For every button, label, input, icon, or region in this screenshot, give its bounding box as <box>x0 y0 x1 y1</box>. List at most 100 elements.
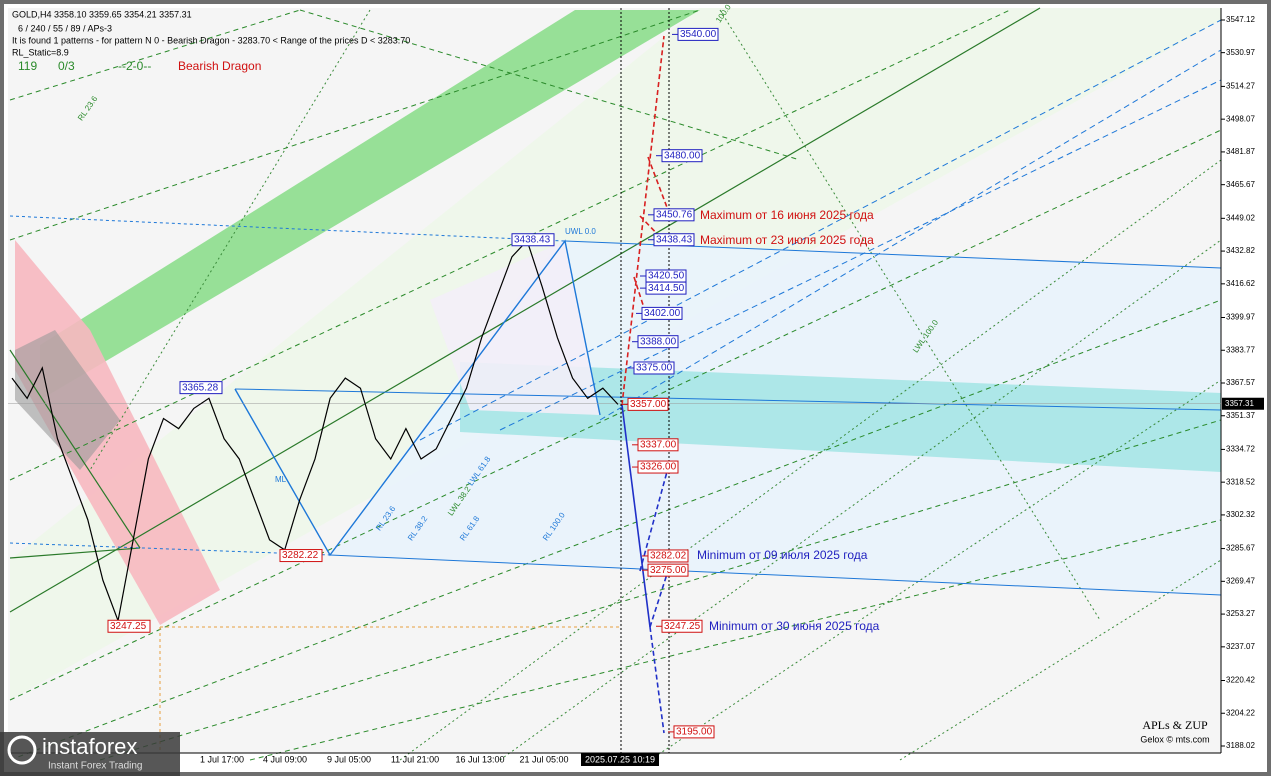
site: Gelox © mts.com <box>1140 734 1209 744</box>
green-lines <box>9 7 1041 613</box>
current-price-box <box>1222 397 1264 410</box>
level-box <box>641 306 683 320</box>
x-tick-label: 21 Jul 05:00 <box>519 754 568 764</box>
current-price-label: 3357.31 <box>1225 399 1254 408</box>
annotation: Maximum от 16 июня 2025 года <box>700 208 874 222</box>
level-box <box>673 725 715 739</box>
level-box <box>661 619 703 633</box>
pivot-label: 3247.25 <box>110 621 147 632</box>
x-cursor-box <box>581 753 659 766</box>
y-tick-label: 3383.77 <box>1226 345 1255 354</box>
y-tick-label: 3465.67 <box>1226 180 1255 189</box>
y-tick-label: 3318.52 <box>1226 477 1255 486</box>
green-fan <box>9 9 1222 761</box>
level-label: 3402.00 <box>644 308 681 319</box>
y-tick-label: 3188.02 <box>1226 741 1255 750</box>
y-tick-label: 3547.12 <box>1226 15 1255 24</box>
found: It is found 1 patterns - for pattern N 0… <box>12 35 410 45</box>
x-tick-label: 11 Jul 21:00 <box>391 754 439 764</box>
y-tick-label: 3367.57 <box>1226 378 1255 387</box>
level-label: 3480.00 <box>664 150 701 161</box>
pivot-label: 3438.43 <box>514 234 551 245</box>
line-label: ML <box>275 475 287 484</box>
level-label: 3275.00 <box>650 565 687 576</box>
level-label: 3282.02 <box>650 551 687 562</box>
level-label: 3540.00 <box>680 29 717 40</box>
level-box <box>647 563 689 577</box>
tagline: Instant Forex Trading <box>48 761 143 772</box>
level-box <box>653 208 695 222</box>
level-label: 3388.00 <box>640 336 677 347</box>
gray-zone <box>15 330 120 470</box>
brand: instaforex <box>42 734 137 759</box>
pivot-label: 3282.22 <box>282 550 319 561</box>
level-label: 3195.00 <box>676 727 713 738</box>
y-tick-label: 3514.27 <box>1226 82 1255 91</box>
count: 119 <box>18 59 37 73</box>
y-tick-label: 3432.82 <box>1226 246 1255 255</box>
logo-icon <box>7 735 37 765</box>
y-tick-label: 3253.27 <box>1226 609 1255 618</box>
level-label: 3420.50 <box>648 271 685 282</box>
level-box <box>653 233 695 247</box>
x-tick-label: 2025.07.25 10:19 <box>585 754 655 764</box>
pivot-box <box>511 233 555 247</box>
y-tick-label: 3220.42 <box>1226 676 1255 685</box>
cyan-channel <box>460 362 1221 472</box>
y-tick-label: 3334.72 <box>1226 445 1255 454</box>
green-channel <box>40 10 700 400</box>
y-tick-label: 3204.22 <box>1226 708 1255 717</box>
level-box <box>661 149 703 163</box>
x-tick-label: 1 Jul 17:00 <box>200 754 244 764</box>
y-tick-label: 3302.32 <box>1226 510 1255 519</box>
static: RL_Static=8.9 <box>12 47 69 57</box>
annotation: Minimum от 30 июня 2025 года <box>709 619 880 633</box>
green-dotted-fan <box>89 9 1222 761</box>
y-tick-label: 3481.87 <box>1226 147 1255 156</box>
blue-lines <box>9 19 1222 596</box>
code: --2-0-- <box>118 59 151 73</box>
price-line <box>11 239 619 623</box>
pivot-box <box>279 549 323 563</box>
pink-channel <box>15 240 220 625</box>
credit: APLs & ZUP <box>1142 718 1208 732</box>
level-box <box>627 397 669 411</box>
pivot-box <box>107 619 151 633</box>
level-box <box>645 281 687 295</box>
y-tick-label: 3416.62 <box>1226 279 1255 288</box>
annotation: Maximum от 23 июля 2025 года <box>700 233 874 247</box>
level-label: 3375.00 <box>636 363 673 374</box>
harmonic-pattern <box>234 239 601 557</box>
level-label: 3438.43 <box>656 234 693 245</box>
params: 6 / 240 / 55 / 89 / APs-3 <box>18 23 112 33</box>
level-box <box>633 361 675 375</box>
pattern: Bearish Dragon <box>178 59 261 73</box>
y-tick-label: 3351.37 <box>1226 411 1255 420</box>
level-label: 3326.00 <box>640 462 677 473</box>
level-box <box>637 438 679 452</box>
level-label: 3337.00 <box>640 439 677 450</box>
x-tick-label: 16 Jul 13:00 <box>455 754 504 764</box>
symbol-line: GOLD,H4 3358.10 3359.65 3354.21 3357.31 <box>12 9 192 19</box>
pivot-box <box>179 381 223 395</box>
pattern-zone <box>430 241 600 415</box>
y-tick-label: 3399.97 <box>1226 313 1255 322</box>
y-tick-label: 3449.02 <box>1226 213 1255 222</box>
pivot-label: 3365.28 <box>182 382 219 393</box>
y-tick-label: 3269.47 <box>1226 576 1255 585</box>
level-label: 3450.76 <box>656 209 693 220</box>
level-box <box>647 549 689 563</box>
annotation: Minimum от 09 июля 2025 года <box>697 548 868 562</box>
line-label: UWL 0.0 <box>565 227 596 236</box>
y-tick-label: 3530.97 <box>1226 48 1255 57</box>
y-tick-label: 3285.67 <box>1226 544 1255 553</box>
level-label: 3414.50 <box>648 283 685 294</box>
bear-projection <box>621 404 669 734</box>
level-box <box>677 27 719 41</box>
x-tick-label: 4 Jul 09:00 <box>263 754 307 764</box>
ratio: 0/3 <box>58 59 75 73</box>
level-label: 3247.25 <box>664 621 701 632</box>
level-label: 3357.00 <box>630 399 667 410</box>
x-tick-label: 9 Jul 05:00 <box>327 754 371 764</box>
